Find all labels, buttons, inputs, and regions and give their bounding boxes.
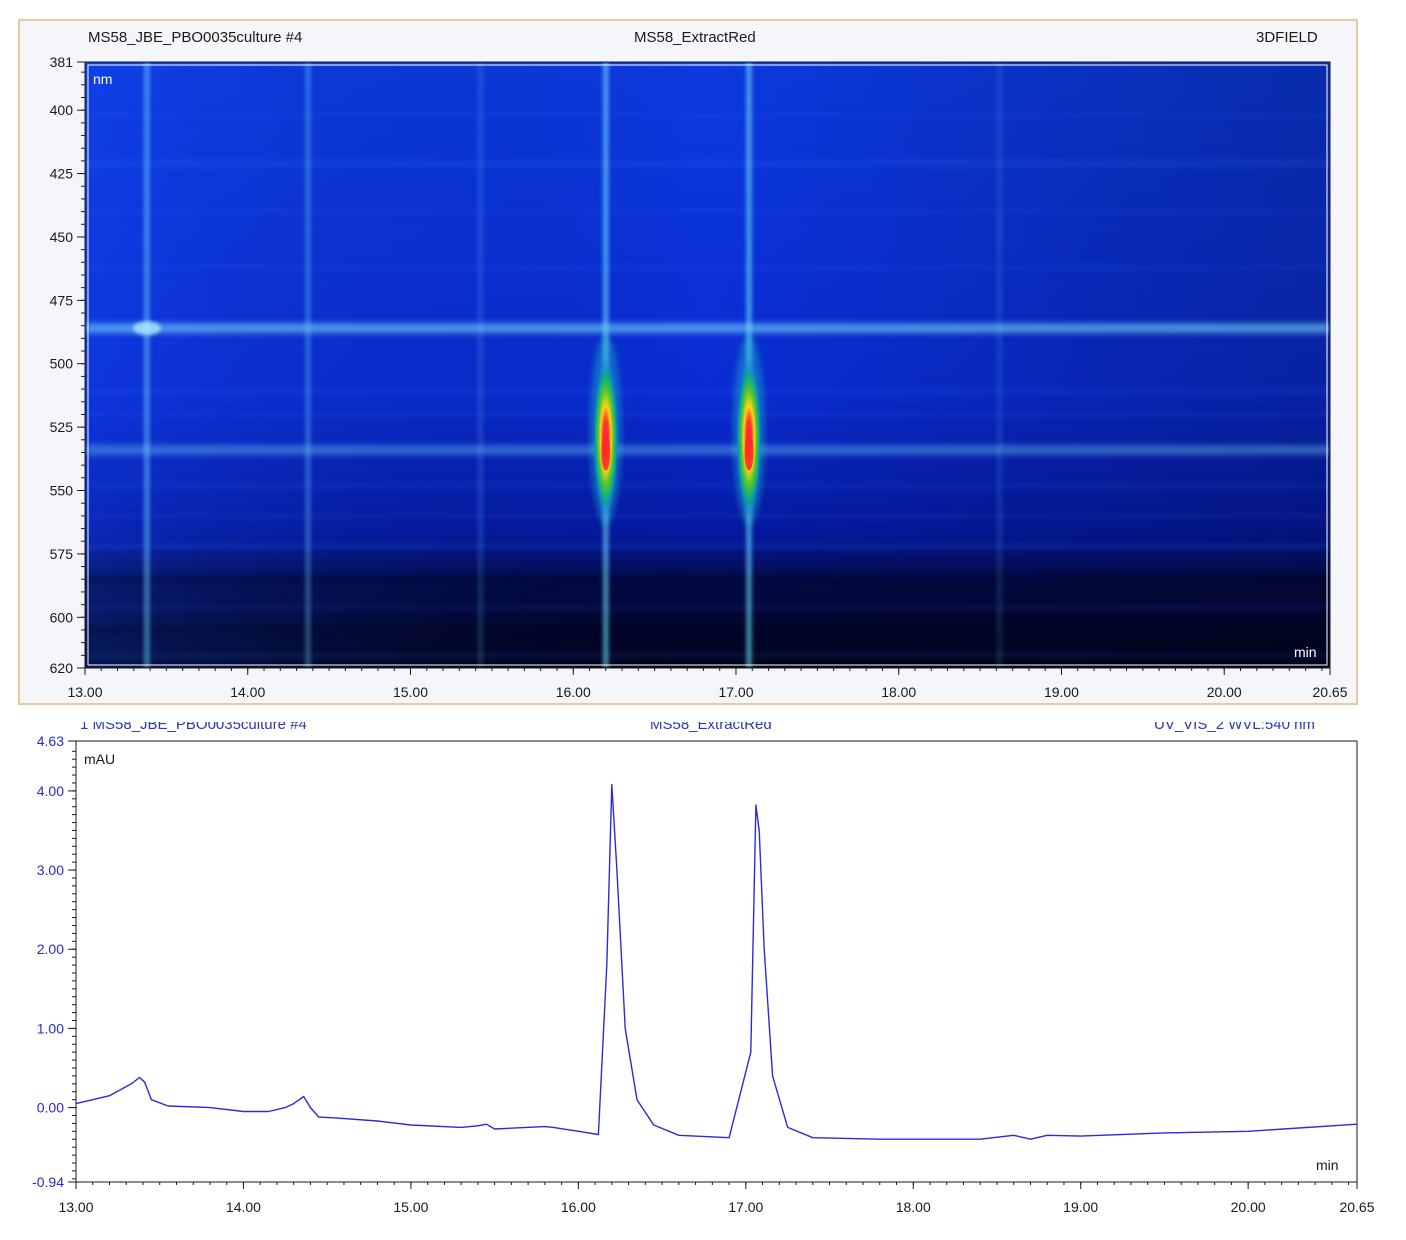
heatmap-x-tick-label: 19.00 — [1044, 684, 1079, 700]
chromatogram-x-tick-label: 16.00 — [561, 1199, 596, 1215]
heatmap-x-tick-label: 14.00 — [230, 684, 265, 700]
heatmap-y-tick-label: 525 — [50, 419, 74, 435]
chromatogram-y-tick-label: 0.00 — [37, 1100, 64, 1116]
3dfield-heatmap-chart: nm min 381 400 425 450 475 500 525 550 575 600 620… — [50, 54, 1348, 700]
heatmap-x-tick-label: 13.00 — [67, 684, 102, 700]
chromatogram-x-tick-label: 18.00 — [896, 1199, 931, 1215]
heatmap-x-tick-label: 17.00 — [718, 684, 753, 700]
heatmap-band — [85, 323, 1330, 334]
heatmap-x-tick-label: 15.00 — [393, 684, 428, 700]
chromatogram-y-tick-label: 4.00 — [37, 783, 64, 799]
heatmap-y-tick-label: 425 — [50, 166, 74, 182]
heatmap-x-tick-label: 20.00 — [1207, 684, 1242, 700]
chromatogram-plot-frame — [75, 740, 1358, 1183]
chromatogram-x-tick-label: 15.00 — [393, 1199, 428, 1215]
chromatogram-y-tick-label: -0.94 — [32, 1174, 64, 1190]
chromatogram-x-tick-label: 20.65 — [1339, 1199, 1374, 1215]
heatmap-y-tick-label: 500 — [50, 356, 74, 372]
channel-name-header: 3DFIELD — [1256, 29, 1318, 46]
chromatogram-x-tick-label: 20.00 — [1231, 1199, 1266, 1215]
chromatogram-x-tick-label: 14.00 — [226, 1199, 261, 1215]
chromatogram-y-tick-label: 1.00 — [37, 1020, 64, 1036]
heatmap-x-tick-label: 18.00 — [881, 684, 916, 700]
heatmap-y-tick-label: 381 — [50, 54, 74, 70]
chromatogram-sequence-header: MS58_ExtractRed — [650, 722, 772, 733]
heatmap-x-unit: min — [1294, 644, 1317, 660]
chromatogram-y-unit: mAU — [84, 751, 115, 767]
heatmap-y-tick-label: 400 — [50, 102, 74, 118]
heatmap-x-tick-label: 20.65 — [1312, 684, 1347, 700]
heatmap-band — [85, 444, 1330, 455]
heatmap-x-tick-label: 16.00 — [556, 684, 591, 700]
chromatogram-channel-header: UV_VIS_2 WVL:540 nm — [1154, 722, 1315, 733]
heatmap-y-tick-label: 550 — [50, 483, 74, 499]
chromatogram-x-unit: min — [1316, 1157, 1339, 1173]
sample-name-header: MS58_JBE_PBO0035culture #4 — [88, 29, 303, 46]
chromatogram-trace — [75, 783, 1358, 1140]
heatmap-y-tick-label: 620 — [50, 660, 74, 676]
chromatogram-x-tick-label: 13.00 — [58, 1199, 93, 1215]
heatmap-y-tick-label: 600 — [50, 609, 74, 625]
heatmap-y-unit: nm — [93, 71, 112, 87]
chromatogram-x-tick-label: 19.00 — [1063, 1199, 1098, 1215]
heatmap-y-tick-label: 575 — [50, 546, 74, 562]
chromatogram-header-cut: 1 MS58_JBE_PBO0035culture #4 MS58_Extrac… — [0, 722, 1406, 734]
heatmap-y-tick-label: 475 — [50, 292, 74, 308]
chromatogram-y-tick-label: 2.00 — [37, 941, 64, 957]
heatmap-y-tick-label: 450 — [50, 229, 74, 245]
heatmap-plot-frame — [84, 61, 1331, 669]
sequence-name-header: MS58_ExtractRed — [634, 29, 756, 46]
chromatogram-y-tick-label: 4.63 — [37, 733, 64, 749]
chromatogram-sample-header: 1 MS58_JBE_PBO0035culture #4 — [80, 722, 307, 733]
chromatogram-y-tick-label: 3.00 — [37, 862, 64, 878]
chromatogram-x-tick-label: 17.00 — [728, 1199, 763, 1215]
